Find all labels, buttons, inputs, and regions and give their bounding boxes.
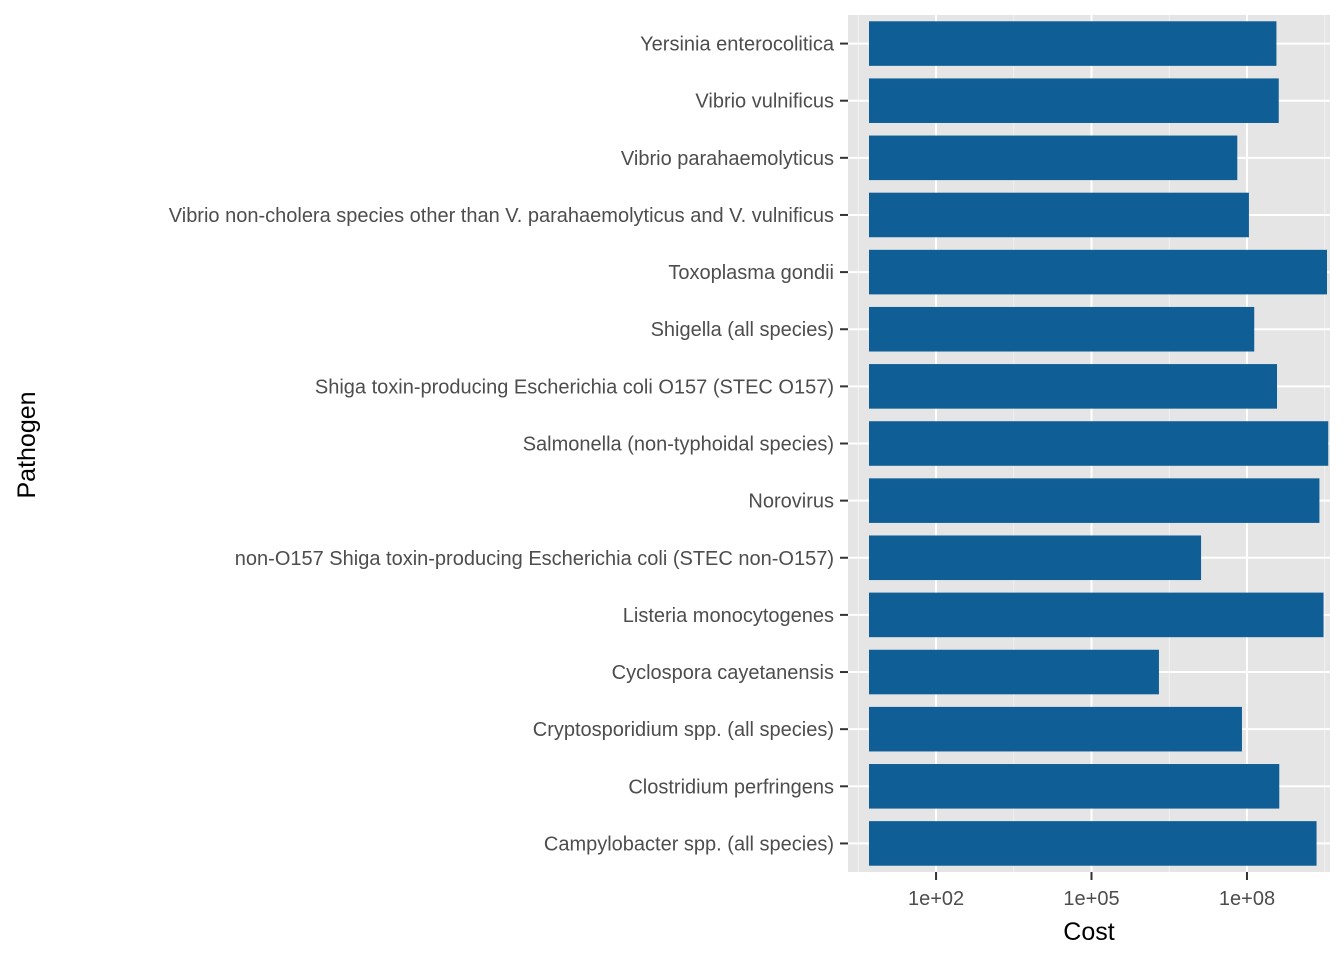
bar: [869, 249, 1327, 295]
y-tick-label: Cryptosporidium spp. (all species): [533, 719, 834, 741]
bar: [869, 649, 1159, 695]
y-tick-label: Listeria monocytogenes: [623, 605, 834, 627]
bar: [869, 764, 1280, 809]
x-tick-label: 1e+05: [1063, 888, 1119, 910]
y-tick-label: Clostridium perfringens: [628, 776, 834, 798]
bar: [869, 364, 1278, 409]
bar: [869, 592, 1324, 638]
x-tick-label: 1e+02: [908, 888, 964, 910]
x-axis: 1e+02 1e+05 1e+08: [908, 872, 1275, 910]
bar: [869, 821, 1317, 866]
y-tick-label: Norovirus: [748, 491, 834, 513]
bars: [869, 21, 1329, 866]
x-axis-title: Cost: [1063, 918, 1114, 946]
bar: [869, 21, 1277, 66]
y-tick-label: Toxoplasma gondii: [668, 262, 834, 284]
y-tick-label: Salmonella (non-typhoidal species): [523, 434, 834, 456]
y-tick-label: Vibrio parahaemolyticus: [621, 148, 834, 170]
y-tick-label: non-O157 Shiga toxin-producing Escherich…: [235, 548, 834, 570]
y-tick-label: Vibrio non-cholera species other than V.…: [169, 205, 834, 227]
bar: [869, 535, 1202, 581]
y-tick-label: Campylobacter spp. (all species): [544, 833, 834, 855]
y-tick-label: Yersinia enterocolitica: [640, 34, 835, 56]
y-tick-label: Vibrio vulnificus: [695, 91, 834, 113]
y-tick-label: Shigella (all species): [651, 319, 834, 341]
bar: [869, 421, 1329, 466]
y-axis: Campylobacter spp. (all species) Clostrid…: [169, 34, 848, 855]
bar: [869, 192, 1249, 238]
y-tick-label: Shiga toxin-producing Escherichia coli O…: [315, 376, 834, 398]
bar: [869, 306, 1255, 352]
bar: [869, 78, 1279, 123]
y-tick-label: Cyclospora cayetanensis: [612, 662, 834, 684]
bar: [869, 478, 1320, 523]
bar: [869, 135, 1238, 181]
y-axis-title: Pathogen: [13, 391, 41, 498]
x-tick-label: 1e+08: [1219, 888, 1275, 910]
bar: [869, 706, 1242, 752]
